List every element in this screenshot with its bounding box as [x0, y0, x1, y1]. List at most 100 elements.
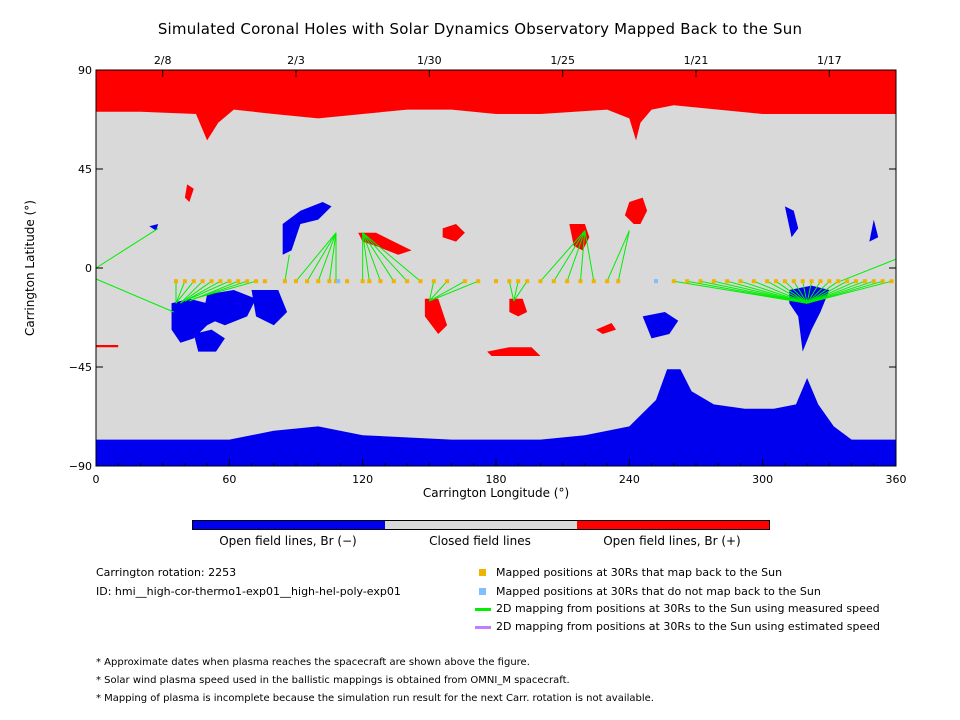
mapped-point	[605, 279, 610, 284]
positive-hole	[624, 197, 648, 224]
mapping-line	[553, 230, 586, 282]
footnote: * Approximate dates when plasma reaches …	[96, 657, 530, 668]
north-polar-hole	[96, 70, 896, 141]
mapping-line	[95, 227, 159, 269]
negative-hole	[282, 202, 332, 255]
mapped-point	[182, 279, 187, 284]
y-tick-label: 45	[78, 163, 92, 176]
mapped-point	[538, 279, 543, 284]
mapping-line	[753, 280, 808, 304]
mapping-line	[193, 280, 257, 300]
mapped-point	[334, 279, 338, 284]
mapped-point	[809, 279, 814, 284]
mapping-line	[362, 232, 370, 282]
mapping-line	[784, 280, 808, 304]
mapping-line	[617, 230, 630, 282]
colorbar-label-positive: Open field lines, Br (+)	[603, 534, 741, 548]
mapped-point	[282, 279, 287, 284]
mapping-line	[362, 232, 421, 282]
mapping-line	[840, 258, 897, 282]
unmapped-point	[654, 279, 658, 284]
mapped-point	[367, 279, 372, 284]
mapped-point	[200, 279, 205, 284]
mapping-line	[766, 280, 808, 304]
map-plot: 0 60 120 180 240 300 360 90 45 0 −45 −90 2/8 2/3 1/30 1…	[69, 54, 907, 486]
mapped-point	[360, 279, 365, 284]
mapping-line	[584, 230, 595, 282]
mapped-point	[445, 279, 450, 284]
south-polar-hole	[96, 369, 896, 466]
colorbar-label-negative: Open field lines, Br (−)	[219, 534, 357, 548]
mapping-line	[802, 281, 808, 304]
mapped-point	[565, 279, 570, 284]
mapped-point	[227, 279, 232, 284]
carrington-rotation: Carrington rotation: 2253	[96, 566, 237, 579]
colorbar	[192, 520, 770, 530]
negative-hole	[869, 219, 879, 242]
mapping-line	[775, 280, 808, 304]
y-tick-label: 90	[78, 64, 92, 77]
negative-hole	[251, 290, 288, 326]
mapping-line	[175, 281, 186, 304]
mapping-line	[180, 280, 204, 304]
mapping-line	[184, 280, 221, 302]
x-tick-label: 120	[352, 473, 373, 486]
x-tick-label: 0	[93, 473, 100, 486]
mapped-point	[316, 279, 321, 284]
legend-item-unmapped: Mapped positions at 30Rs that do not map…	[479, 585, 821, 598]
unmapped-point	[336, 279, 341, 284]
mapping-line	[806, 280, 830, 304]
mapped-point	[218, 279, 223, 284]
date-tick-label: 2/8	[154, 54, 172, 67]
mapped-point	[616, 279, 621, 284]
mapping-line	[793, 280, 808, 304]
mapping-line	[175, 280, 195, 304]
footnote: * Solar wind plasma speed used in the ba…	[96, 675, 570, 686]
negative-hole	[642, 312, 679, 339]
mapped-point	[418, 279, 423, 284]
mapped-point	[751, 279, 756, 284]
y-axis-label: Carrington Latitude (°)	[23, 200, 37, 336]
mapped-point	[880, 279, 885, 284]
date-tick-label: 1/17	[817, 54, 842, 67]
x-axis-label: Carrington Longitude (°)	[422, 486, 570, 500]
mapped-point	[800, 279, 805, 284]
mapping-line	[362, 232, 395, 282]
mapped-point	[774, 279, 778, 284]
negative-hole	[784, 206, 799, 238]
mapping-line	[606, 230, 630, 282]
positive-hole	[424, 298, 448, 334]
mapped-point	[391, 279, 396, 284]
negative-hole	[202, 290, 256, 326]
mapped-point	[591, 279, 596, 284]
mapping-line	[540, 230, 586, 282]
mapped-point	[738, 279, 743, 284]
legend-item-measured: 2D mapping from positions at 30Rs to the…	[475, 602, 880, 615]
square-marker-icon	[479, 588, 486, 595]
square-marker-icon	[479, 569, 486, 576]
mapping-line	[328, 232, 337, 282]
y-tick-label: 0	[85, 262, 92, 275]
x-tick-label: 60	[222, 473, 236, 486]
mapping-line	[740, 280, 808, 304]
mapping-line	[180, 280, 212, 304]
positive-hole	[184, 184, 194, 202]
mapped-point	[507, 279, 512, 284]
date-tick-label: 1/21	[684, 54, 709, 67]
mapping-line	[428, 280, 448, 302]
mapped-point	[698, 279, 703, 284]
mapped-point	[516, 279, 521, 284]
mapping-line	[513, 281, 519, 302]
mapping-line	[806, 280, 821, 304]
colorbar-label-closed: Closed field lines	[429, 534, 531, 548]
mapping-line	[579, 230, 586, 282]
mapped-point	[209, 279, 214, 284]
positive-hole	[442, 224, 465, 242]
mapping-line	[700, 280, 808, 304]
x-tick-label: 360	[886, 473, 907, 486]
mapping-line	[429, 280, 479, 302]
negative-hole	[149, 224, 159, 231]
legend-label: 2D mapping from positions at 30Rs to the…	[496, 602, 880, 615]
mapped-point	[262, 279, 267, 284]
line-marker-icon	[475, 626, 491, 629]
